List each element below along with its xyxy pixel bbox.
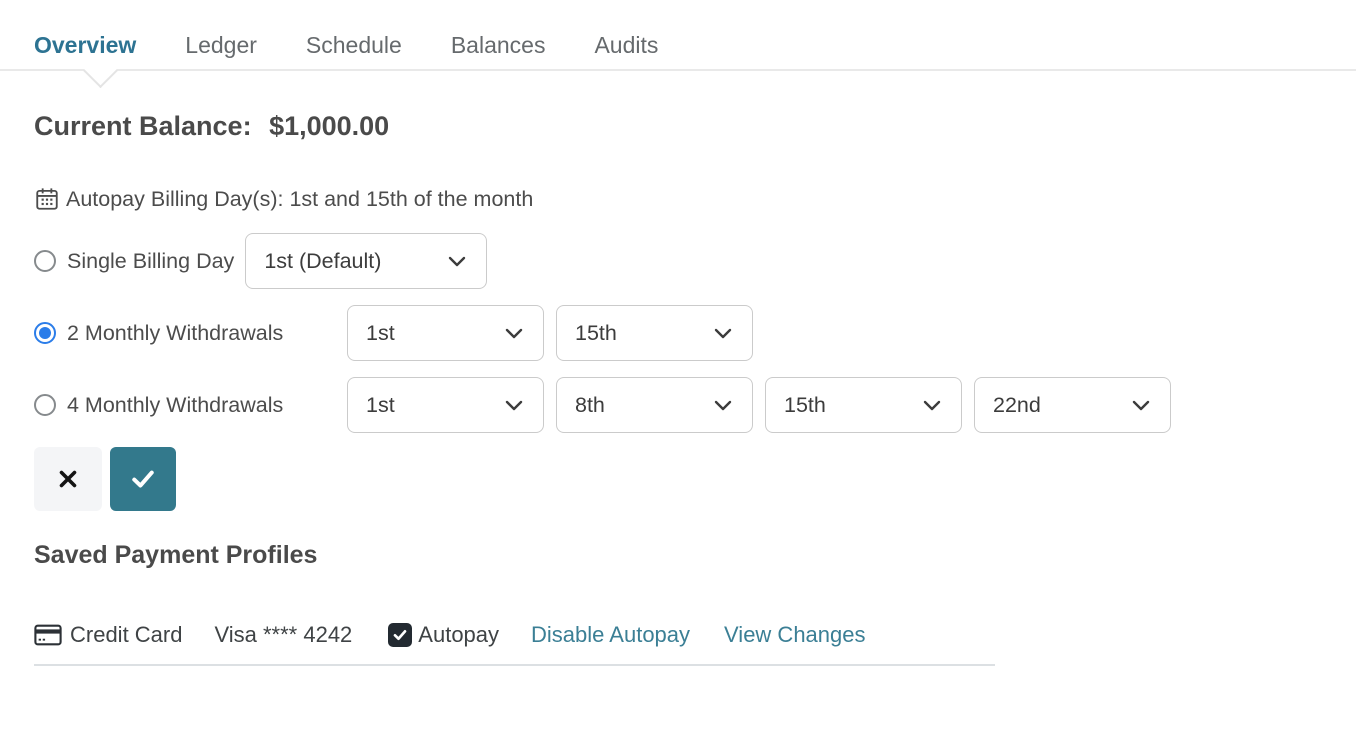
option-row-4-monthly-withdrawals: 4 Monthly Withdrawals 1st 8th 15th 22nd bbox=[34, 377, 1322, 433]
view-changes-link[interactable]: View Changes bbox=[724, 622, 866, 647]
withdrawal-day-1-select[interactable]: 1st bbox=[347, 305, 544, 361]
chevron-down-icon bbox=[502, 321, 526, 345]
payment-profile-divider bbox=[34, 664, 995, 666]
autopay-summary-text: Autopay Billing Day(s): 1st and 15th of … bbox=[66, 186, 534, 211]
chevron-down-icon bbox=[711, 393, 735, 417]
withdrawal-day-2-select[interactable]: 15th bbox=[556, 305, 753, 361]
option-row-2-monthly-withdrawals: 2 Monthly Withdrawals 1st 15th bbox=[34, 305, 1322, 361]
chevron-down-icon bbox=[502, 393, 526, 417]
tab-schedule[interactable]: Schedule bbox=[305, 32, 402, 58]
select-value: 1st bbox=[366, 392, 395, 417]
chevron-down-icon bbox=[445, 249, 469, 273]
withdrawal-day-3-select[interactable]: 15th bbox=[765, 377, 962, 433]
radio-4-monthly-withdrawals[interactable] bbox=[34, 394, 56, 416]
tab-balances[interactable]: Balances bbox=[450, 32, 546, 58]
option-label: 2 Monthly Withdrawals bbox=[67, 320, 284, 345]
withdrawal-day-4-select[interactable]: 22nd bbox=[974, 377, 1171, 433]
option-label: 4 Monthly Withdrawals bbox=[67, 392, 284, 417]
radio-2-monthly-withdrawals[interactable] bbox=[34, 322, 56, 344]
withdrawal-day-1-select[interactable]: 1st bbox=[347, 377, 544, 433]
single-billing-day-select[interactable]: 1st (Default) bbox=[245, 233, 488, 289]
current-balance-amount: $1,000.00 bbox=[269, 111, 390, 141]
current-balance-heading: Current Balance: $1,000.00 bbox=[34, 111, 1322, 142]
tab-bar: Overview Ledger Schedule Balances Audits bbox=[0, 0, 1356, 89]
chevron-down-icon bbox=[920, 393, 944, 417]
select-value: 22nd bbox=[993, 392, 1041, 417]
check-icon bbox=[129, 465, 157, 493]
select-value: 8th bbox=[575, 392, 605, 417]
option-label: Single Billing Day bbox=[67, 248, 235, 273]
tab-overview[interactable]: Overview bbox=[34, 32, 137, 58]
cancel-button[interactable] bbox=[34, 447, 102, 511]
option-row-single-billing-day: Single Billing Day 1st (Default) bbox=[34, 233, 1322, 289]
calendar-icon bbox=[34, 186, 66, 212]
confirm-button[interactable] bbox=[110, 447, 176, 511]
radio-single-billing-day[interactable] bbox=[34, 250, 56, 272]
select-value: 1st (Default) bbox=[264, 248, 382, 273]
payment-type: Credit Card bbox=[70, 622, 183, 647]
payment-profile-row: Credit Card Visa **** 4242 Autopay Disab… bbox=[34, 622, 1322, 648]
payment-detail: Visa **** 4242 bbox=[214, 622, 353, 647]
select-value: 15th bbox=[575, 320, 617, 345]
autopay-checkbox-label: Autopay bbox=[418, 622, 500, 647]
chevron-down-icon bbox=[1129, 393, 1153, 417]
autopay-summary: Autopay Billing Day(s): 1st and 15th of … bbox=[34, 186, 1322, 212]
tab-ledger[interactable]: Ledger bbox=[185, 32, 257, 58]
autopay-checkbox[interactable] bbox=[388, 623, 413, 647]
withdrawal-day-2-select[interactable]: 8th bbox=[556, 377, 753, 433]
checkbox-check-icon bbox=[392, 627, 408, 643]
autopay-actions bbox=[34, 447, 1322, 511]
tab-audits[interactable]: Audits bbox=[594, 32, 659, 58]
select-value: 15th bbox=[784, 392, 826, 417]
overview-panel: Current Balance: $1,000.00 Autopay Billi… bbox=[0, 111, 1356, 666]
select-value: 1st bbox=[366, 320, 395, 345]
disable-autopay-link[interactable]: Disable Autopay bbox=[531, 622, 691, 647]
saved-payment-profiles-heading: Saved Payment Profiles bbox=[34, 541, 318, 569]
x-icon bbox=[56, 467, 80, 491]
credit-card-icon bbox=[34, 623, 62, 647]
chevron-down-icon bbox=[711, 321, 735, 345]
current-balance-label: Current Balance: bbox=[34, 111, 252, 141]
